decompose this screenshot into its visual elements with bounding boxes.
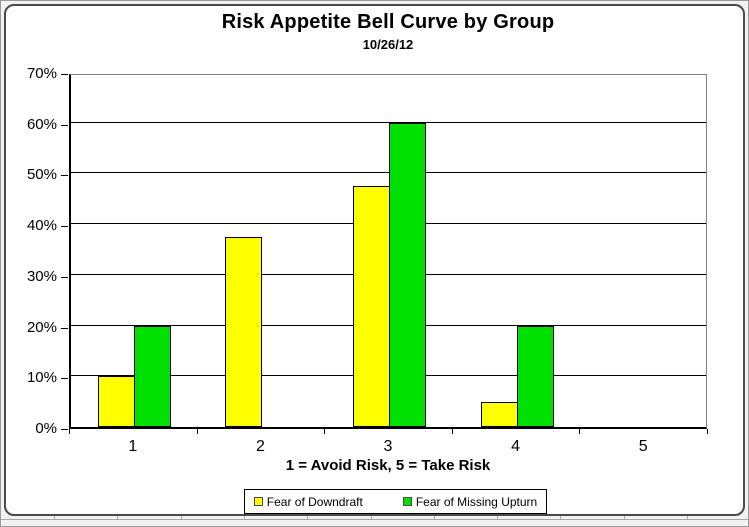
sheet-gridline-tick [117, 515, 118, 519]
y-axis-tick [61, 378, 68, 380]
y-axis-tick [61, 226, 68, 228]
y-axis-tick [61, 74, 68, 75]
sheet-gridline-tick [307, 515, 308, 519]
sheet-gridline-tick [687, 515, 688, 519]
x-axis-tick [707, 429, 708, 434]
sheet-gridline-tick [371, 515, 372, 519]
sheet-gridline-tick [434, 515, 435, 519]
y-axis-label: 10% [26, 369, 57, 387]
chart-title: Risk Appetite Bell Curve by Group [221, 11, 555, 33]
bar-fear-of-downdraft-cat-3 [353, 186, 390, 427]
y-axis-label: 20% [26, 318, 57, 336]
y-axis-tick [61, 175, 68, 177]
y-axis-label: 40% [26, 217, 57, 235]
x-axis-category-label: 1 [128, 438, 138, 455]
x-axis-title: 1 = Avoid Risk, 5 = Take Risk [285, 457, 491, 474]
legend-swatch-icon [402, 497, 412, 506]
x-axis-tick [196, 429, 198, 434]
sheet-gridline-tick [497, 515, 498, 519]
y-axis-tick [61, 124, 68, 126]
plot-area [69, 74, 707, 429]
x-axis-category-label: 5 [638, 438, 648, 455]
chart-subtitle: 10/26/12 [362, 37, 414, 52]
y-axis-label: 30% [26, 267, 57, 285]
sheet-gridline-row [1, 519, 748, 520]
y-axis-label: 60% [26, 115, 57, 133]
bar-fear-of-downdraft-cat-1 [97, 376, 135, 427]
sheet-gridline-tick [560, 515, 561, 519]
x-axis-category-label: 2 [255, 438, 265, 455]
x-axis-category-label: 3 [383, 438, 393, 455]
x-axis-tick [451, 429, 453, 434]
y-axis-label: 50% [26, 166, 57, 184]
sheet-gridline-tick [181, 515, 182, 519]
x-axis-tick [69, 429, 70, 434]
bar-fear-of-missing-upturn-cat-4 [516, 325, 554, 427]
y-axis-label: 70% [26, 65, 57, 82]
sheet-gridline-tick [54, 515, 55, 519]
y-axis-tick [61, 327, 68, 329]
y-axis-tick [61, 429, 68, 430]
bar-fear-of-downdraft-cat-2 [225, 236, 263, 427]
sheet-gridline-tick [244, 515, 245, 519]
legend-swatch-icon [253, 497, 263, 506]
x-axis-category-label: 4 [511, 438, 521, 455]
x-axis-tick [579, 429, 581, 434]
x-axis-tick [324, 429, 326, 434]
y-axis-tick [61, 276, 68, 278]
gridline [71, 121, 706, 123]
bar-fear-of-missing-upturn-cat-3 [389, 122, 426, 427]
bar-fear-of-downdraft-cat-4 [480, 401, 518, 427]
gridline [71, 172, 706, 174]
legend: Fear of Downdraft Fear of Missing Upturn [244, 489, 547, 514]
legend-item: Fear of Downdraft [253, 494, 363, 509]
legend-label: Fear of Downdraft [266, 494, 363, 509]
legend-item: Fear of Missing Upturn [402, 494, 538, 509]
bar-fear-of-missing-upturn-cat-1 [133, 325, 171, 427]
legend-label: Fear of Missing Upturn [415, 494, 538, 509]
y-axis-label: 0% [35, 420, 57, 437]
sheet-gridline-tick [624, 515, 625, 519]
